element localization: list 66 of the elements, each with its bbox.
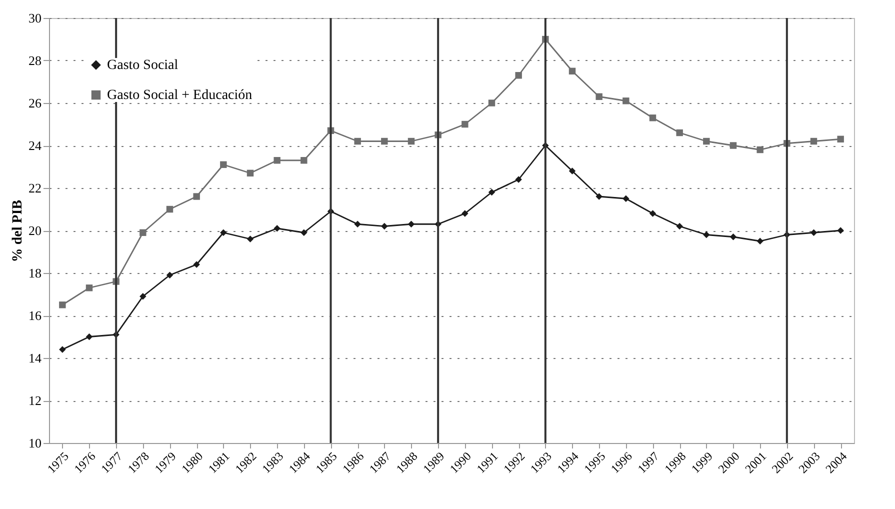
point xyxy=(381,222,388,230)
y-tick-label: 12 xyxy=(28,393,42,408)
point xyxy=(703,138,710,145)
point xyxy=(408,220,415,228)
x-tick-label: 1991 xyxy=(474,449,501,476)
y-tick-label: 18 xyxy=(28,266,42,280)
point xyxy=(837,136,844,142)
point xyxy=(515,72,522,79)
point xyxy=(568,168,576,174)
point xyxy=(703,231,710,238)
point xyxy=(488,188,496,196)
y-axis-title: % del PIB xyxy=(10,200,26,262)
point xyxy=(810,138,818,145)
point xyxy=(86,284,93,292)
point xyxy=(756,238,764,244)
point xyxy=(568,68,576,74)
point xyxy=(300,229,308,236)
point xyxy=(246,236,254,242)
point xyxy=(193,261,200,268)
point xyxy=(837,227,844,234)
point xyxy=(354,138,361,145)
point xyxy=(622,98,630,104)
point xyxy=(810,229,818,236)
x-tick-label: 1981 xyxy=(206,449,232,476)
y-tick-label: 14 xyxy=(28,350,42,366)
point xyxy=(140,293,146,300)
point xyxy=(300,157,308,164)
point xyxy=(676,129,683,136)
y-tick-label: 22 xyxy=(28,180,42,196)
y-tick-label: 20 xyxy=(28,223,42,238)
y-tick-label: 24 xyxy=(28,138,42,153)
y-tick-label: 16 xyxy=(28,308,42,323)
y-tick-label: 30 xyxy=(28,10,42,26)
point xyxy=(596,93,602,100)
point xyxy=(649,210,656,217)
point xyxy=(246,170,254,176)
point xyxy=(408,138,415,145)
point xyxy=(730,142,737,149)
point xyxy=(488,100,496,106)
point xyxy=(274,225,280,232)
y-tick-label: 28 xyxy=(28,53,42,68)
y-tick-label: 26 xyxy=(28,96,42,110)
point xyxy=(59,302,66,308)
point xyxy=(676,222,683,230)
legend-label: Gasto Social + Educación xyxy=(107,88,252,103)
point xyxy=(220,229,227,236)
point xyxy=(596,193,602,200)
y-tick-label: 10 xyxy=(28,436,42,450)
point xyxy=(515,176,522,183)
point xyxy=(354,220,361,228)
point xyxy=(86,333,93,340)
point xyxy=(622,195,630,202)
point xyxy=(166,272,174,278)
point xyxy=(220,161,227,168)
point xyxy=(649,114,656,122)
legend-label: Gasto Social xyxy=(107,58,178,73)
point xyxy=(140,229,146,236)
point xyxy=(381,138,388,145)
point xyxy=(193,193,200,200)
point xyxy=(59,346,66,353)
point xyxy=(462,120,468,128)
point xyxy=(730,234,737,240)
point xyxy=(166,206,174,213)
point xyxy=(756,146,764,154)
point xyxy=(462,210,468,217)
point xyxy=(274,157,280,164)
